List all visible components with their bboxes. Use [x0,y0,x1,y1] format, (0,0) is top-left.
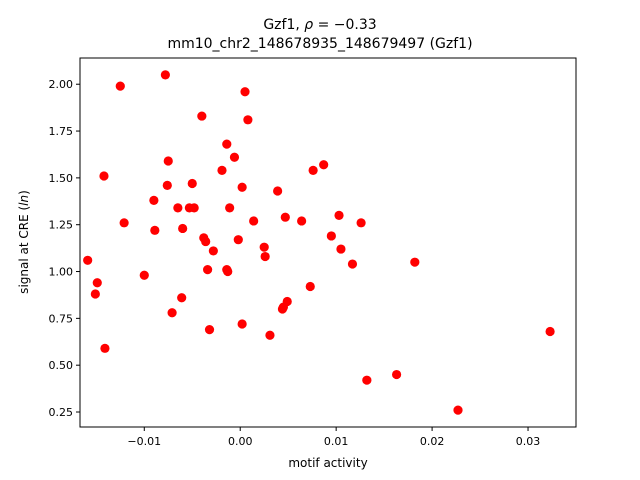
data-point-3 [197,111,207,121]
data-point-16 [149,195,159,205]
data-point-7 [163,156,173,166]
data-point-6 [229,152,240,162]
x-tick-label: 0.03 [516,435,541,448]
x-tick-label: −0.01 [127,435,161,448]
data-point-2 [240,87,250,97]
data-point-36 [260,251,270,262]
y-tick-label: 2.00 [49,78,74,91]
data-point-59 [453,405,463,415]
data-point-46 [90,289,100,299]
data-point-31 [201,236,211,247]
data-point-14 [237,182,247,192]
data-point-29 [326,231,336,241]
data-point-0 [115,81,125,91]
x-axis: −0.01 0.00 0.01 0.02 0.03 [127,427,540,448]
x-tick-label: 0.02 [420,435,445,448]
y-tick-label: 1.00 [49,266,74,279]
data-point-12 [162,180,172,190]
x-axis-label: motif activity [288,456,367,470]
data-point-34 [336,244,346,254]
data-point-15 [273,186,283,196]
y-tick-label: 0.25 [49,406,74,419]
plot-frame [79,57,577,428]
data-point-20 [225,203,235,213]
x-tick-label: 0.01 [324,435,349,448]
data-point-21 [280,212,290,222]
data-point-23 [119,218,129,228]
y-tick-label: 0.50 [49,359,74,372]
data-point-55 [545,326,555,337]
y-axis: 0.25 0.50 0.75 1.00 1.25 1.50 1.75 2.00 [49,78,80,419]
data-point-22 [334,210,344,220]
y-tick-label: 0.75 [49,312,74,325]
data-point-47 [177,293,187,303]
data-point-13 [187,178,197,189]
y-tick-label: 1.25 [49,219,74,232]
data-point-9 [308,165,318,175]
data-point-39 [410,257,420,267]
y-axis-label: signal at CRE (ln) [17,190,31,294]
x-tick-label: 0.00 [228,435,253,448]
data-point-58 [362,375,372,385]
data-point-43 [139,270,149,280]
plot-points [83,70,555,415]
data-point-40 [203,265,213,275]
data-point-45 [305,281,315,292]
data-point-5 [222,139,232,149]
data-point-28 [150,225,160,235]
data-point-26 [356,218,366,228]
data-point-51 [167,308,177,318]
data-point-52 [237,319,247,329]
data-point-27 [178,223,188,234]
chart-title: Gzf1, ρ = −0.33 [263,17,376,33]
data-point-32 [233,235,243,245]
data-point-8 [319,160,329,170]
data-point-56 [100,343,110,353]
y-tick-label: 1.75 [49,125,74,138]
data-point-19 [189,203,199,213]
data-point-57 [392,369,402,380]
chart-subtitle: mm10_chr2_148678935_148679497 (Gzf1) [167,36,472,52]
data-point-37 [83,255,93,265]
data-point-50 [277,304,288,314]
data-point-35 [208,246,218,256]
data-point-44 [92,278,102,288]
data-point-1 [160,70,170,80]
data-point-11 [99,171,109,181]
data-point-24 [249,216,259,226]
data-point-10 [217,165,227,175]
data-point-17 [173,203,183,213]
data-point-53 [204,325,215,335]
data-point-54 [265,330,275,340]
y-tick-label: 1.50 [49,172,74,185]
data-point-4 [243,115,253,125]
data-point-25 [297,216,307,226]
data-point-33 [259,242,269,252]
data-point-38 [347,259,358,269]
data-point-42 [223,266,233,277]
